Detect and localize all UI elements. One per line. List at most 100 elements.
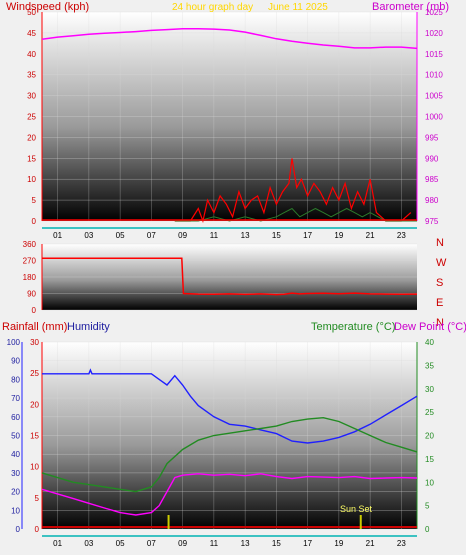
windspeed-tick: 10: [27, 175, 36, 184]
barometer-tick: 1000: [425, 113, 443, 122]
barometer-tick: 1025: [425, 8, 443, 17]
temperature-tick: 15: [425, 455, 434, 464]
humidity-tick: 80: [11, 375, 20, 384]
humidity-tick: 0: [16, 525, 21, 534]
temperature-tick: 40: [425, 338, 434, 347]
x-tick: 23: [397, 231, 406, 240]
x-tick: 01: [53, 231, 62, 240]
humidity-tick: 40: [11, 450, 20, 459]
x-tick: 19: [334, 539, 343, 548]
dew-point-line: [41, 473, 418, 516]
barometer-tick: 1005: [425, 92, 443, 101]
windspeed-tick: 25: [27, 113, 36, 122]
graph-date: June 11 2025: [268, 2, 328, 13]
windspeed-tick: 20: [27, 133, 36, 142]
x-tick: 03: [84, 231, 93, 240]
barometer-tick: 975: [425, 217, 439, 226]
barometer-line: [41, 27, 418, 50]
humidity-tick: 20: [11, 488, 20, 497]
x-tick: 13: [241, 231, 250, 240]
x-tick: 13: [241, 539, 250, 548]
temperature-axis-label: Temperature (°C): [311, 321, 395, 333]
humidity-tick: 10: [11, 506, 20, 515]
humidity-tick: 70: [11, 394, 20, 403]
windspeed-tick: 15: [27, 154, 36, 163]
x-tick: 03: [84, 539, 93, 548]
temperature-tick: 35: [425, 361, 434, 370]
direction-tick-labels: 0 90 180 270 360: [23, 240, 37, 315]
rainfall-axis-label: Rainfall (mm): [2, 321, 67, 333]
humidity-tick: 50: [11, 432, 20, 441]
temperature-tick: 20: [425, 432, 434, 441]
windspeed-tick: 30: [27, 92, 36, 101]
x-tick: 01: [53, 539, 62, 548]
rainfall-tick: 15: [30, 432, 39, 441]
top-panel-grid: [41, 11, 418, 229]
rainfall-tick: 25: [30, 369, 39, 378]
direction-tick: 0: [32, 306, 37, 315]
direction-tick: 180: [23, 273, 37, 282]
wind-gust-line: [174, 158, 412, 224]
windspeed-tick: 0: [32, 217, 37, 226]
x-tick: 11: [210, 539, 219, 548]
rainfall-tick: 5: [35, 494, 40, 503]
x-tick: 09: [178, 539, 187, 548]
compass-label: N: [436, 317, 444, 329]
windspeed-axis-label: Windspeed (kph): [6, 1, 89, 13]
x-tick: 07: [147, 539, 156, 548]
direction-tick: 90: [27, 290, 36, 299]
humidity-line: [42, 368, 418, 444]
bottom-series: [41, 368, 418, 529]
compass-label: E: [436, 297, 443, 309]
humidity-tick: 100: [7, 338, 21, 347]
humidity-tick: 90: [11, 357, 20, 366]
barometer-tick: 1020: [425, 29, 443, 38]
x-tick: 23: [397, 539, 406, 548]
x-tick: 09: [178, 231, 187, 240]
rainfall-tick: 30: [30, 338, 39, 347]
x-tick: 11: [210, 231, 219, 240]
bottom-x-tick-labels: 01 03 05 07 09 11 13 15 17 19 21 23: [53, 539, 406, 548]
barometer-axis-label: Barometer (mb): [372, 1, 449, 13]
windspeed-tick: 50: [27, 8, 36, 17]
humidity-tick: 30: [11, 469, 20, 478]
x-tick: 05: [116, 231, 125, 240]
barometer-tick: 985: [425, 175, 439, 184]
temperature-tick: 5: [425, 502, 430, 511]
x-tick: 15: [272, 539, 281, 548]
sunset-annotation: Sun Set: [340, 504, 373, 514]
wind-direction-line: [42, 257, 418, 296]
dew-point-axis-label: Dew Point (°C): [394, 321, 466, 333]
temperature-line: [41, 416, 418, 493]
barometer-tick: 990: [425, 154, 439, 163]
rainfall-tick: 10: [30, 463, 39, 472]
windspeed-tick: 45: [27, 29, 36, 38]
temperature-tick: 10: [425, 478, 434, 487]
direction-tick: 360: [23, 240, 37, 249]
x-tick: 17: [303, 539, 312, 548]
x-tick: 21: [366, 231, 375, 240]
x-tick: 07: [147, 231, 156, 240]
rainfall-tick: 20: [30, 400, 39, 409]
barometer-tick: 980: [425, 196, 439, 205]
x-tick: 05: [116, 539, 125, 548]
barometer-tick: 1015: [425, 50, 443, 59]
rainfall-tick: 0: [35, 525, 40, 534]
windspeed-tick: 40: [27, 50, 36, 59]
humidity-axis-label: Humidity: [67, 321, 110, 333]
rainfall-tick-labels: 0 5 10 15 20 25 30: [30, 338, 39, 534]
x-tick: 15: [272, 231, 281, 240]
barometer-tick-labels: 975 980 985 990 995 1000 1005 1010 1015 1020 1025: [425, 8, 443, 226]
x-tick: 19: [334, 231, 343, 240]
x-tick: 21: [366, 539, 375, 548]
temperature-tick-labels: 0 5 10 15 20 25 30 35 40: [425, 338, 434, 534]
humidity-tick-labels: 0 10 20 30 40 50 60 70 80 90 100: [7, 338, 21, 534]
top-series: [41, 27, 418, 224]
barometer-tick: 1010: [425, 71, 443, 80]
direction-tick: 270: [23, 257, 37, 266]
graph-title: 24 hour graph day: [172, 2, 253, 13]
windspeed-tick: 35: [27, 71, 36, 80]
temperature-tick: 30: [425, 385, 434, 394]
